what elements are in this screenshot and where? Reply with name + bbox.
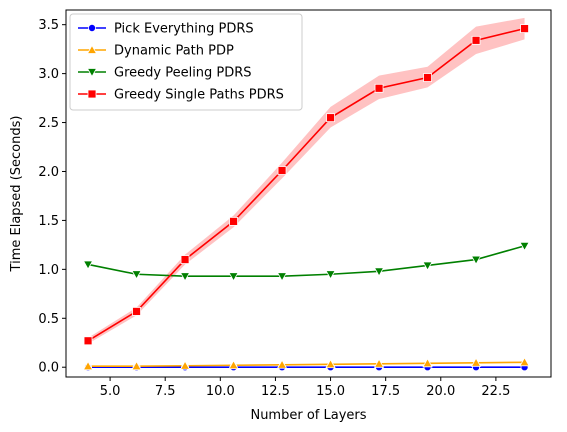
x-tick-label: 17.5 <box>371 384 400 399</box>
y-tick-label: 0.0 <box>38 361 59 376</box>
data-point <box>422 357 433 368</box>
data-point <box>422 261 433 271</box>
data-point <box>228 272 239 282</box>
y-axis-ticks: 0.0 0.5 1.0 1.5 2.0 2.5 3.0 3.5 <box>38 18 66 376</box>
y-tick-label: 3.0 <box>38 67 59 82</box>
x-tick-label: 22.5 <box>481 384 510 399</box>
y-axis-label: Time Elapsed (Seconds) <box>9 116 24 273</box>
data-point <box>326 113 335 123</box>
series-line <box>87 27 525 342</box>
series-line <box>87 245 525 277</box>
data-point <box>423 73 432 82</box>
x-tick-label: 5.0 <box>100 384 121 399</box>
data-point <box>179 360 191 370</box>
legend-marker <box>87 89 97 99</box>
y-tick-label: 0.5 <box>38 312 59 327</box>
data-point <box>82 260 94 270</box>
x-tick-label: 20.0 <box>426 384 455 399</box>
y-tick-label: 2.5 <box>38 116 59 131</box>
data-point <box>373 267 385 277</box>
legend-marker <box>86 44 98 54</box>
data-point <box>374 83 384 93</box>
data-point <box>520 24 529 33</box>
x-axis-ticks: 5.0 7.5 10.0 12.5 15.0 17.5 20.0 22.5 <box>100 377 510 399</box>
data-point <box>276 359 288 369</box>
data-point <box>276 272 288 282</box>
series-markers <box>82 24 530 372</box>
legend-label: Greedy Peeling PDRS <box>114 66 252 81</box>
data-point <box>82 360 94 371</box>
data-point <box>470 255 482 265</box>
data-point <box>229 216 238 226</box>
legend-label: Pick Everything PDRS <box>114 22 254 37</box>
x-tick-label: 12.5 <box>261 384 290 399</box>
series-lines <box>87 27 525 369</box>
confidence-band <box>88 17 525 344</box>
legend-label: Greedy Single Paths PDRS <box>114 88 284 103</box>
y-tick-label: 1.5 <box>38 214 59 229</box>
x-tick-label: 10.0 <box>206 384 235 399</box>
x-tick-label: 7.5 <box>155 384 176 399</box>
y-tick-label: 3.5 <box>38 18 59 33</box>
legend-label: Dynamic Path PDP <box>114 44 234 59</box>
legend: Pick Everything PDRS Dynamic Path PDP Gree… <box>69 13 303 111</box>
data-point <box>277 166 287 175</box>
data-point <box>179 272 191 282</box>
confidence-bands <box>88 17 525 344</box>
x-tick-label: 15.0 <box>316 384 345 399</box>
plot-frame <box>65 9 552 378</box>
data-point <box>325 358 336 369</box>
legend-marker <box>86 68 98 78</box>
data-point <box>325 270 336 280</box>
x-axis-label: Number of Layers <box>250 408 366 423</box>
data-point <box>131 360 142 371</box>
series-line <box>88 361 525 368</box>
data-point <box>519 241 530 252</box>
y-tick-label: 2.0 <box>38 165 59 180</box>
y-tick-label: 1.0 <box>38 263 59 278</box>
data-point <box>228 359 239 370</box>
legend-box <box>69 13 303 111</box>
data-point <box>470 357 482 367</box>
data-point <box>132 307 141 316</box>
data-point <box>180 255 190 264</box>
data-point <box>131 270 142 280</box>
data-point <box>83 336 93 346</box>
legend-marker <box>88 23 97 32</box>
data-point <box>519 357 530 367</box>
data-point <box>373 358 385 368</box>
data-point <box>471 35 481 45</box>
